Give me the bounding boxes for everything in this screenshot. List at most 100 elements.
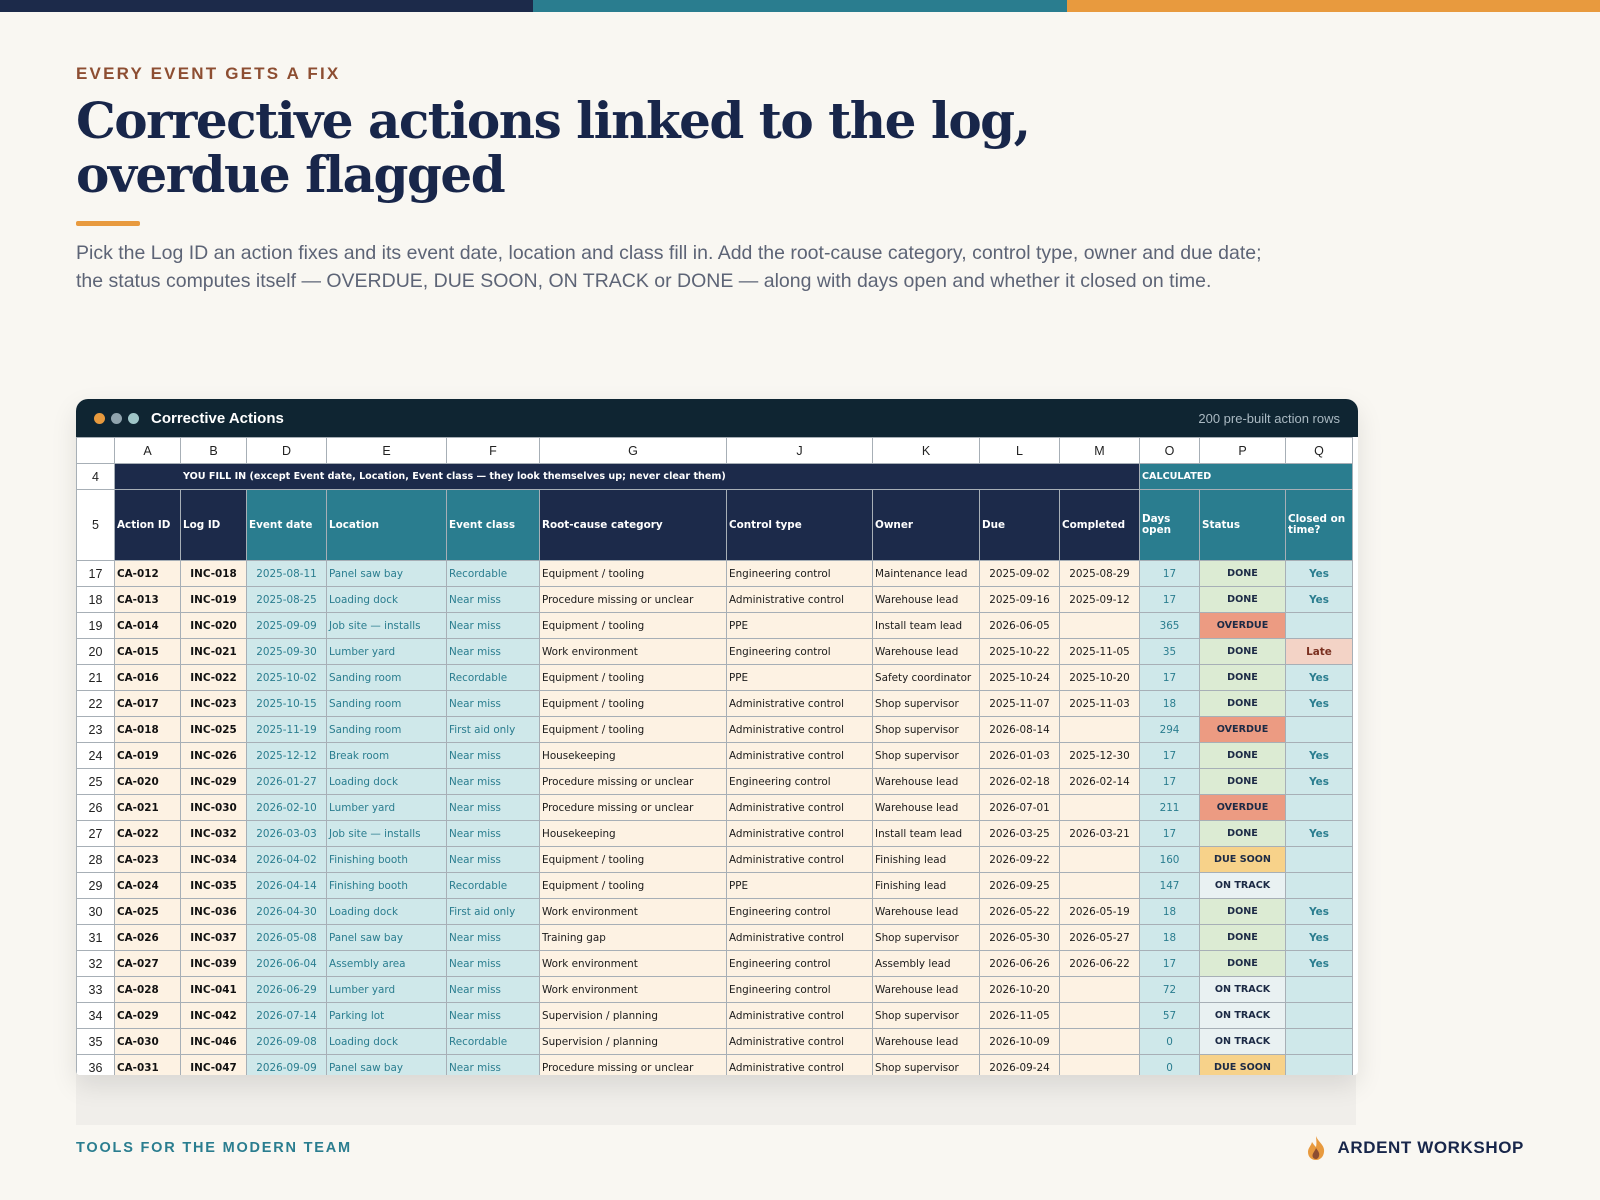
fill-in-band[interactable]: YOU FILL IN (except Event date, Location… (180, 463, 1140, 490)
closed-on-time-cell[interactable] (1285, 612, 1353, 639)
closed-on-time-cell[interactable]: Yes (1285, 690, 1353, 717)
event-class-cell[interactable]: Recordable (446, 560, 540, 587)
log-id-cell[interactable]: INC-037 (180, 924, 247, 951)
due-date-cell[interactable]: 2026-06-26 (979, 950, 1060, 977)
column-letter[interactable]: F (446, 437, 540, 464)
location-cell[interactable]: Job site — installs (326, 612, 447, 639)
control-type-cell[interactable]: Engineering control (726, 560, 873, 587)
closed-on-time-cell[interactable]: Yes (1285, 950, 1353, 977)
root-cause-cell[interactable]: Work environment (539, 898, 727, 925)
event-date-cell[interactable]: 2026-06-29 (246, 976, 327, 1003)
action-id-cell[interactable]: CA-020 (114, 768, 181, 795)
days-open-cell[interactable]: 160 (1139, 846, 1200, 873)
owner-cell[interactable]: Shop supervisor (872, 742, 980, 769)
days-open-cell[interactable]: 18 (1139, 898, 1200, 925)
action-id-cell[interactable]: CA-023 (114, 846, 181, 873)
due-date-cell[interactable]: 2026-09-25 (979, 872, 1060, 899)
log-id-cell[interactable]: INC-046 (180, 1028, 247, 1055)
location-cell[interactable]: Panel saw bay (326, 560, 447, 587)
header-event-date[interactable]: Event date (246, 489, 327, 561)
owner-cell[interactable]: Install team lead (872, 612, 980, 639)
completed-date-cell[interactable]: 2025-12-30 (1059, 742, 1140, 769)
root-cause-cell[interactable]: Procedure missing or unclear (539, 1054, 727, 1075)
owner-cell[interactable]: Warehouse lead (872, 586, 980, 613)
row-number[interactable]: 32 (76, 950, 115, 977)
event-class-cell[interactable]: Near miss (446, 612, 540, 639)
log-id-cell[interactable]: INC-025 (180, 716, 247, 743)
days-open-cell[interactable]: 365 (1139, 612, 1200, 639)
closed-on-time-cell[interactable]: Yes (1285, 898, 1353, 925)
action-id-cell[interactable]: CA-024 (114, 872, 181, 899)
root-cause-cell[interactable]: Work environment (539, 976, 727, 1003)
owner-cell[interactable]: Warehouse lead (872, 794, 980, 821)
event-class-cell[interactable]: Near miss (446, 950, 540, 977)
header-status[interactable]: Status (1199, 489, 1286, 561)
status-cell[interactable]: ON TRACK (1199, 1002, 1286, 1029)
closed-on-time-cell[interactable] (1285, 846, 1353, 873)
log-id-cell[interactable]: INC-039 (180, 950, 247, 977)
action-id-cell[interactable]: CA-017 (114, 690, 181, 717)
event-date-cell[interactable]: 2026-05-08 (246, 924, 327, 951)
event-class-cell[interactable]: First aid only (446, 898, 540, 925)
root-cause-cell[interactable]: Procedure missing or unclear (539, 794, 727, 821)
action-id-cell[interactable]: CA-019 (114, 742, 181, 769)
completed-date-cell[interactable]: 2026-03-21 (1059, 820, 1140, 847)
closed-on-time-cell[interactable]: Yes (1285, 768, 1353, 795)
location-cell[interactable]: Lumber yard (326, 794, 447, 821)
event-date-cell[interactable]: 2026-07-14 (246, 1002, 327, 1029)
root-cause-cell[interactable]: Equipment / tooling (539, 872, 727, 899)
closed-on-time-cell[interactable]: Late (1285, 638, 1353, 665)
owner-cell[interactable]: Finishing lead (872, 872, 980, 899)
log-id-cell[interactable]: INC-020 (180, 612, 247, 639)
event-date-cell[interactable]: 2026-04-14 (246, 872, 327, 899)
row-number[interactable]: 5 (76, 489, 115, 561)
control-type-cell[interactable]: Administrative control (726, 820, 873, 847)
control-type-cell[interactable]: Engineering control (726, 638, 873, 665)
log-id-cell[interactable]: INC-032 (180, 820, 247, 847)
completed-date-cell[interactable]: 2025-10-20 (1059, 664, 1140, 691)
action-id-cell[interactable]: CA-029 (114, 1002, 181, 1029)
location-cell[interactable]: Panel saw bay (326, 924, 447, 951)
header-log-id[interactable]: Log ID (180, 489, 247, 561)
closed-on-time-cell[interactable]: Yes (1285, 742, 1353, 769)
event-date-cell[interactable]: 2025-09-09 (246, 612, 327, 639)
root-cause-cell[interactable]: Housekeeping (539, 820, 727, 847)
column-letter[interactable]: J (726, 437, 873, 464)
owner-cell[interactable]: Shop supervisor (872, 924, 980, 951)
event-class-cell[interactable]: Near miss (446, 924, 540, 951)
root-cause-cell[interactable]: Supervision / planning (539, 1028, 727, 1055)
status-cell[interactable]: DONE (1199, 820, 1286, 847)
due-date-cell[interactable]: 2026-06-05 (979, 612, 1060, 639)
due-date-cell[interactable]: 2026-07-01 (979, 794, 1060, 821)
root-cause-cell[interactable]: Work environment (539, 638, 727, 665)
log-id-cell[interactable]: INC-047 (180, 1054, 247, 1075)
row-number[interactable]: 17 (76, 560, 115, 587)
status-cell[interactable]: DONE (1199, 638, 1286, 665)
row-number[interactable]: 35 (76, 1028, 115, 1055)
owner-cell[interactable]: Shop supervisor (872, 716, 980, 743)
event-date-cell[interactable]: 2026-06-04 (246, 950, 327, 977)
header-days-open[interactable]: Days open (1139, 489, 1200, 561)
days-open-cell[interactable]: 17 (1139, 560, 1200, 587)
days-open-cell[interactable]: 211 (1139, 794, 1200, 821)
event-date-cell[interactable]: 2026-09-09 (246, 1054, 327, 1075)
location-cell[interactable]: Loading dock (326, 768, 447, 795)
row-number[interactable]: 30 (76, 898, 115, 925)
log-id-cell[interactable]: INC-030 (180, 794, 247, 821)
row-number[interactable]: 29 (76, 872, 115, 899)
action-id-cell[interactable]: CA-012 (114, 560, 181, 587)
control-type-cell[interactable]: Administrative control (726, 1028, 873, 1055)
completed-date-cell[interactable]: 2026-02-14 (1059, 768, 1140, 795)
log-id-cell[interactable]: INC-018 (180, 560, 247, 587)
action-id-cell[interactable]: CA-030 (114, 1028, 181, 1055)
status-cell[interactable]: ON TRACK (1199, 1028, 1286, 1055)
location-cell[interactable]: Sanding room (326, 664, 447, 691)
event-date-cell[interactable]: 2026-04-02 (246, 846, 327, 873)
event-class-cell[interactable]: Near miss (446, 690, 540, 717)
completed-date-cell[interactable] (1059, 872, 1140, 899)
event-date-cell[interactable]: 2025-08-11 (246, 560, 327, 587)
owner-cell[interactable]: Install team lead (872, 820, 980, 847)
location-cell[interactable]: Lumber yard (326, 976, 447, 1003)
event-class-cell[interactable]: First aid only (446, 716, 540, 743)
log-id-cell[interactable]: INC-036 (180, 898, 247, 925)
